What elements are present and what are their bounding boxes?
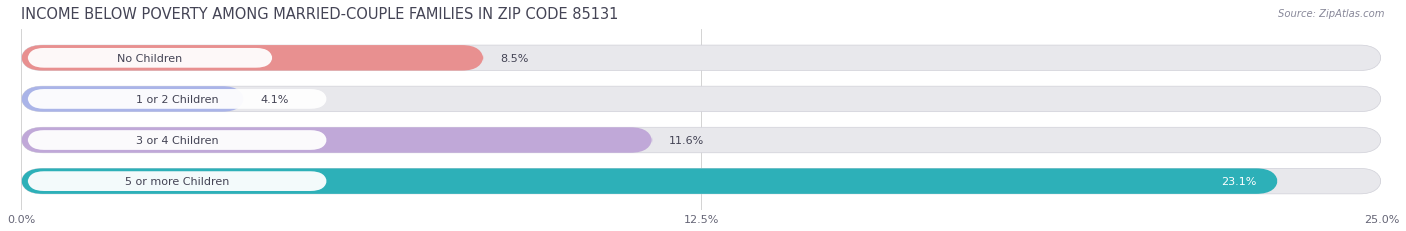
FancyBboxPatch shape — [28, 131, 326, 150]
Text: Source: ZipAtlas.com: Source: ZipAtlas.com — [1278, 9, 1385, 19]
FancyBboxPatch shape — [21, 87, 1381, 112]
FancyBboxPatch shape — [21, 169, 1278, 194]
Text: 3 or 4 Children: 3 or 4 Children — [136, 135, 218, 145]
FancyBboxPatch shape — [28, 49, 273, 68]
Text: INCOME BELOW POVERTY AMONG MARRIED-COUPLE FAMILIES IN ZIP CODE 85131: INCOME BELOW POVERTY AMONG MARRIED-COUPL… — [21, 7, 619, 22]
FancyBboxPatch shape — [28, 90, 326, 109]
Text: 11.6%: 11.6% — [669, 135, 704, 145]
Text: 4.1%: 4.1% — [260, 94, 288, 104]
FancyBboxPatch shape — [21, 128, 1381, 153]
FancyBboxPatch shape — [21, 87, 245, 112]
Text: 5 or more Children: 5 or more Children — [125, 176, 229, 186]
Text: 1 or 2 Children: 1 or 2 Children — [136, 94, 218, 104]
Text: No Children: No Children — [117, 54, 183, 64]
FancyBboxPatch shape — [21, 46, 1381, 71]
FancyBboxPatch shape — [21, 128, 652, 153]
Text: 8.5%: 8.5% — [501, 54, 529, 64]
FancyBboxPatch shape — [21, 169, 1381, 194]
Text: 23.1%: 23.1% — [1220, 176, 1256, 186]
FancyBboxPatch shape — [28, 171, 326, 191]
FancyBboxPatch shape — [21, 46, 484, 71]
